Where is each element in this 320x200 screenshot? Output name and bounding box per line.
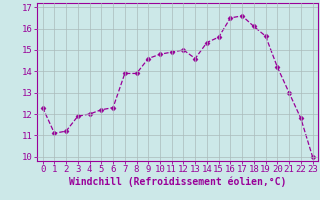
X-axis label: Windchill (Refroidissement éolien,°C): Windchill (Refroidissement éolien,°C) (69, 177, 286, 187)
